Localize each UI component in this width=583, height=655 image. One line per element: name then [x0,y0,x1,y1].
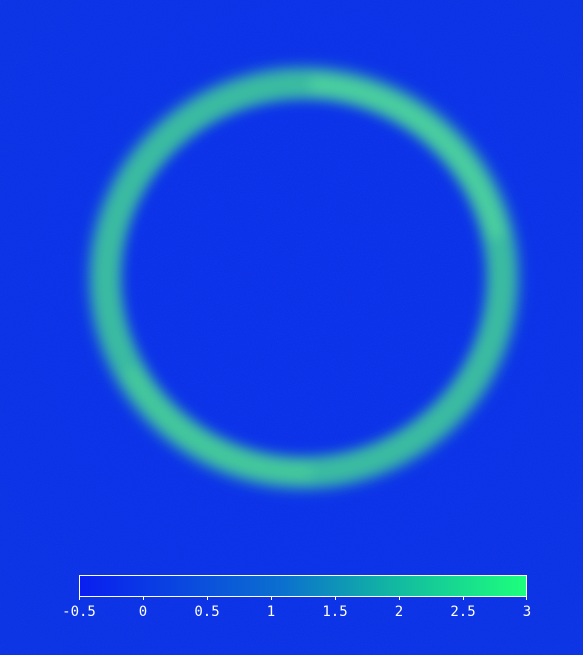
colorbar-tick-label: 2 [394,604,404,620]
colorbar-tick [463,596,464,600]
colorbar-tick [526,596,527,600]
colorbar-tick [143,596,144,600]
colorbar-tick-label: -0.5 [62,604,96,620]
colorbar-tick-label: 0 [138,604,148,620]
colorbar-gradient [80,576,526,596]
colorbar-tick-label: 1.5 [322,604,348,620]
colorbar-tick-label: 3 [522,604,532,620]
colorbar-tick [399,596,400,600]
colorbar-tick-label: 2.5 [450,604,476,620]
colorbar-tick [335,596,336,600]
colorbar-tick [207,596,208,600]
colorbar-tick [79,596,80,600]
colorbar-tick-label: 0.5 [194,604,220,620]
colorbar [79,575,527,597]
colorbar-tick [271,596,272,600]
colorbar-tick-label: 1 [266,604,276,620]
